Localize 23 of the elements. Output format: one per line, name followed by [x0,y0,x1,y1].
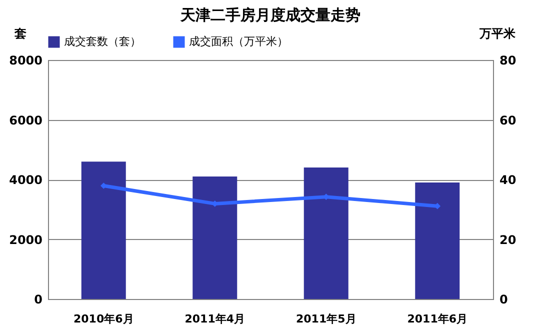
x-tick-label: 2011年6月 [407,312,468,326]
y2-tick-label: 40 [500,173,516,187]
y2-tick-label: 20 [500,232,516,247]
x-tick-label: 2011年5月 [296,312,356,326]
x-tick-label: 2011年4月 [184,312,246,326]
legend-label: 成交面积（万平米） [189,35,288,48]
x-tick-label: 2010年6月 [73,312,134,326]
y-axis-title: 套 [14,26,26,40]
y-tick-label: 6000 [9,113,42,128]
y2-axis-title: 万平米 [478,26,516,40]
y2-tick-label: 80 [500,54,516,68]
y2-tick-label: 60 [500,113,516,128]
chart-title: 天津二手房月度成交量走势 [180,6,360,24]
bar [192,176,238,299]
bar [81,162,126,299]
y-tick-label: 2000 [9,232,42,247]
y-tick-label: 0 [34,292,42,306]
y-tick-label: 4000 [9,173,42,187]
y-tick-label: 8000 [9,54,42,68]
legend-label: 成交套数（套） [64,35,141,48]
bar [415,182,460,299]
y2-tick-label: 0 [500,292,508,306]
bar [304,168,348,299]
